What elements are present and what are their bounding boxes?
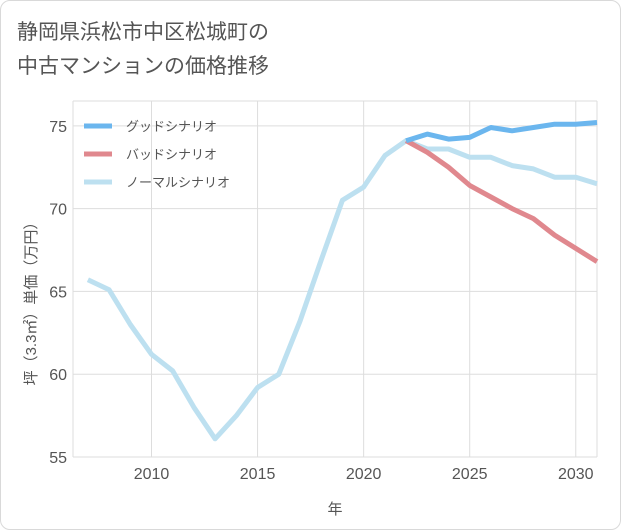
legend-bad-scenario-label: バッドシナリオ — [126, 148, 217, 163]
chart-title-line1: 静岡県浜松市中区松城町の — [17, 20, 269, 44]
legend-normal-scenario-label: ノーマルシナリオ — [126, 176, 230, 191]
y-tick-label: 75 — [49, 119, 67, 136]
tick-labels: 55 60 65 70 75 2010 2015 2020 2025 2030 — [49, 119, 593, 483]
x-tick-label: 2010 — [134, 466, 170, 483]
y-tick-label: 60 — [49, 367, 67, 384]
x-tick-label: 2025 — [452, 466, 488, 483]
chart-title-line2: 中古マンションの価格推移 — [17, 54, 269, 78]
x-tick-label: 2030 — [558, 466, 594, 483]
x-tick-label: 2015 — [240, 466, 276, 483]
good-scenario-line — [405, 120, 598, 144]
series-lines — [86, 120, 599, 442]
y-tick-label: 70 — [49, 202, 67, 219]
grid-lines — [73, 101, 597, 458]
x-tick-label: 2020 — [346, 466, 382, 483]
x-axis-label: 年 — [327, 501, 342, 518]
y-tick-label: 55 — [49, 450, 67, 467]
y-axis-label: 坪（3.3㎡）単価（万円） — [23, 215, 40, 386]
bad-scenario-line — [404, 138, 599, 264]
y-tick-label: 65 — [49, 284, 67, 301]
chart-title: 静岡県浜松市中区松城町の 中古マンションの価格推移 — [17, 15, 269, 83]
normal-scenario-line — [86, 138, 598, 442]
legend-good-scenario-label: グッドシナリオ — [126, 120, 217, 135]
